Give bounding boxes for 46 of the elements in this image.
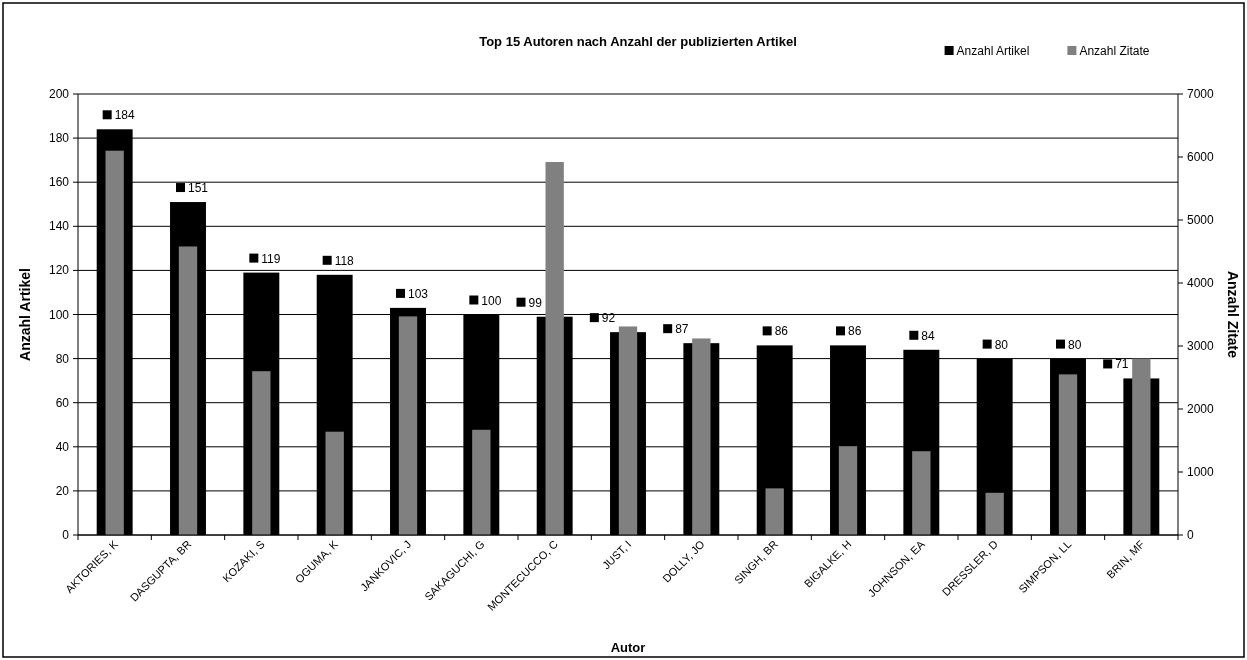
bar [912,451,931,535]
bar [252,371,271,535]
y-tick-label: 60 [55,395,70,410]
y-tick-label: 100 [48,307,70,322]
data-label: 87 [675,322,689,337]
data-label: 86 [774,324,789,339]
y2-tick-label: 7000 [1187,87,1215,101]
data-label: 86 [848,324,862,339]
data-label: 151 [188,181,209,196]
y-tick-label: 120 [48,263,70,278]
data-label: 184 [114,108,136,123]
x-axis-title: Autor [610,640,646,655]
data-label: 99 [528,295,543,310]
y-tick-label: 200 [48,87,70,101]
bar [325,431,344,535]
data-label: 84 [921,328,936,343]
y-tick-label: 0 [62,528,70,542]
legend-label: Anzahl Artikel [956,44,1030,58]
y-tick-label: 140 [48,219,70,234]
data-label: 103 [408,286,429,301]
data-label: 80 [994,337,1009,352]
y2-tick-label: 1000 [1187,465,1215,479]
data-label: 119 [261,251,281,266]
y2-tick-label: 6000 [1187,150,1215,164]
y-tick-label: 80 [55,351,70,366]
y-tick-label: 40 [55,439,70,454]
data-label: 71 [1115,357,1129,372]
bar [765,488,784,535]
bar [838,446,858,535]
y2-tick-label: 3000 [1187,339,1215,353]
chart-title: Top 15 Autoren nach Anzahl der publizierten Artikel [479,34,797,49]
y2-tick-label: 2000 [1187,402,1215,416]
y-tick-label: 160 [48,175,70,190]
data-label: 118 [334,253,355,268]
bar [985,492,1004,535]
y2-tick-label: 4000 [1187,276,1215,290]
y2-axis-title: Anzahl Zitate [1225,270,1241,359]
legend-label: Anzahl Zitate [1079,44,1150,58]
data-label: 80 [1068,337,1082,352]
y-axis-title: Anzahl Artikel [17,268,33,361]
data-label: 100 [481,293,502,308]
y2-tick-label: 5000 [1187,213,1215,227]
bar [472,429,491,535]
y-tick-label: 20 [55,483,70,498]
y2-tick-label: 0 [1187,528,1194,542]
y-tick-label: 180 [48,131,70,146]
